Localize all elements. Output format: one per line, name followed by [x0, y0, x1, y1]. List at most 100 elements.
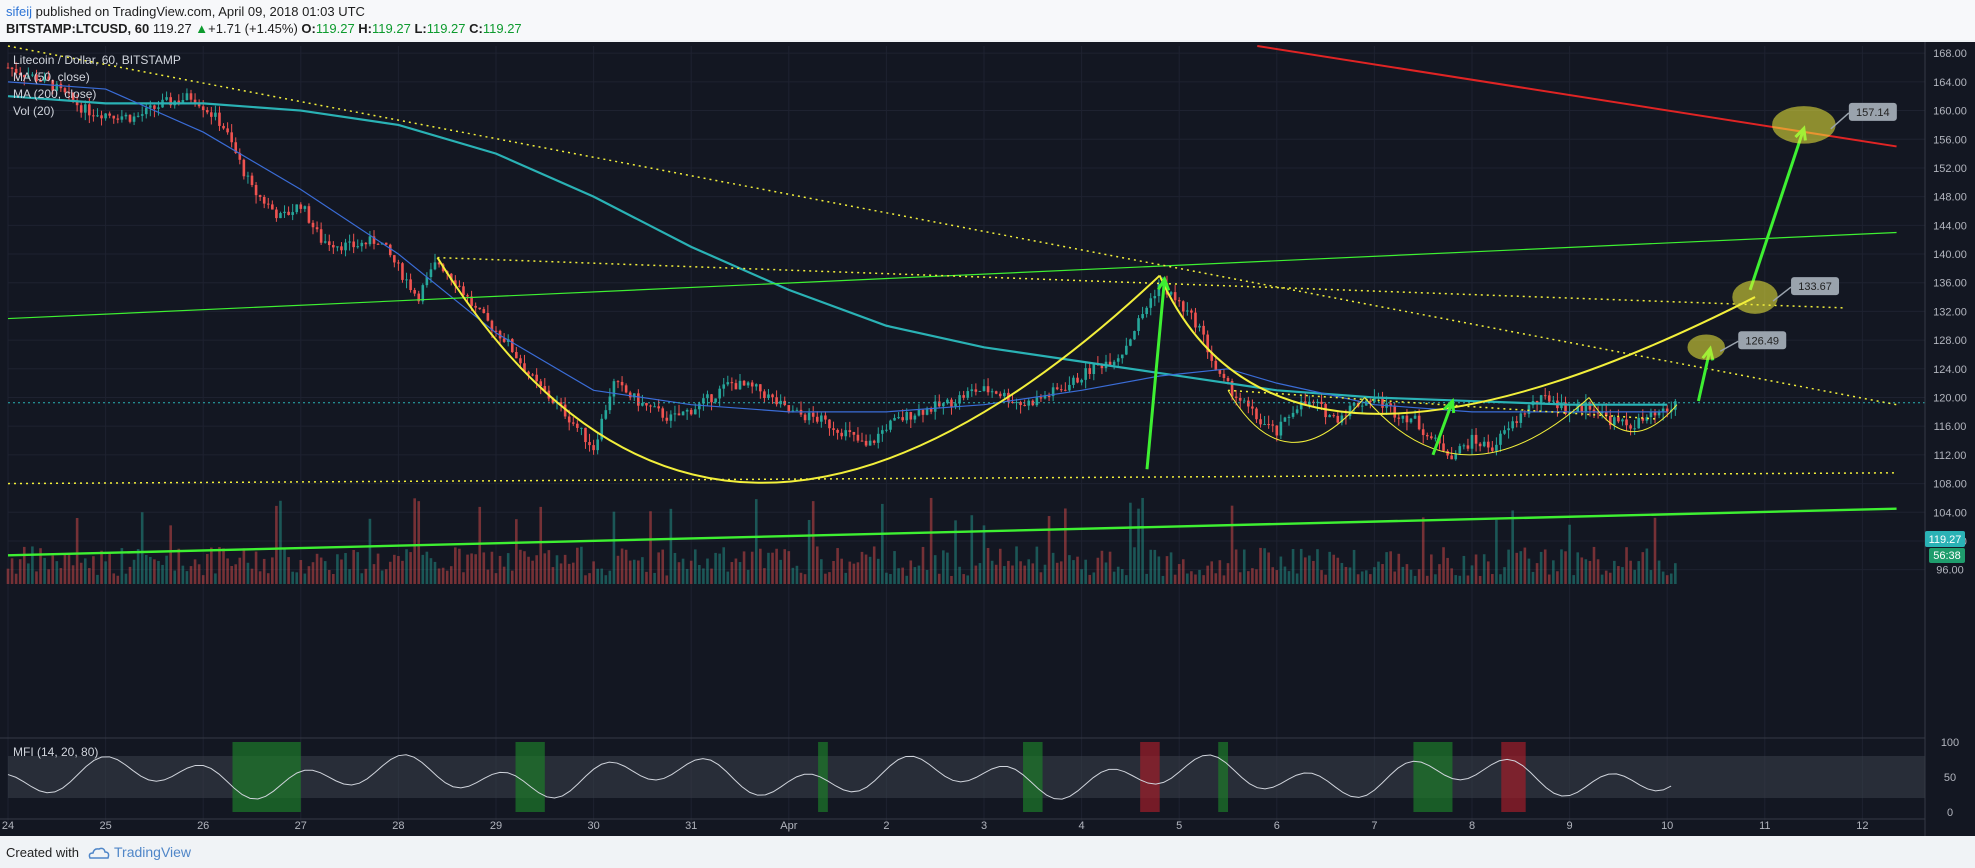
volume-bar [250, 568, 254, 584]
volume-bar [868, 556, 872, 584]
candle-body [1214, 360, 1218, 370]
volume-bar [397, 556, 400, 584]
tradingview-link[interactable]: TradingView [88, 844, 191, 860]
candle-body [1328, 415, 1331, 418]
volume-bar [519, 549, 522, 584]
candle-body [828, 419, 831, 429]
candle-body [266, 203, 270, 205]
volume-bar [994, 564, 998, 584]
candle-body [563, 404, 567, 417]
candle-body [1515, 421, 1519, 423]
candle-body [478, 307, 482, 310]
candle-body [576, 423, 579, 428]
volume-bar [1055, 562, 1059, 584]
candle-body [840, 432, 843, 437]
volume-bar [157, 560, 160, 584]
drawings: 157.14 133.67 126.49 [7, 45, 1897, 557]
candle-body [1369, 400, 1372, 403]
symbol-line: BITSTAMP:LTCUSD, 60 119.27 ▲+1.71 (+1.45… [6, 21, 522, 36]
volume-bar [205, 554, 209, 584]
cloud-icon [88, 847, 110, 860]
volume-bar [1084, 559, 1087, 584]
mfi-signal-zone [1023, 742, 1043, 812]
volume-bar [1275, 570, 1279, 584]
candle-body [226, 128, 229, 133]
candle-body [901, 417, 904, 421]
candle-body [1633, 428, 1636, 430]
candle-body [108, 113, 111, 116]
volume-bar [67, 553, 71, 584]
volume-bar [872, 546, 876, 584]
volume-bar [998, 548, 1002, 584]
volume-bar [1186, 573, 1189, 584]
candle-body [230, 132, 233, 143]
volume-bar [1466, 575, 1470, 584]
volume-bar [1177, 564, 1181, 584]
candle-body [608, 396, 612, 411]
y-tick-label: 124.00 [1933, 364, 1967, 376]
volume-bar [1015, 546, 1018, 584]
candle-body [1381, 396, 1384, 408]
candle-body [136, 115, 140, 117]
candle-body [376, 243, 380, 245]
volume-bar [494, 573, 498, 584]
volume-bar [368, 518, 372, 584]
price-chart[interactable]: 157.14 133.67 126.49 168.00 164.00 160.00 156… [0, 42, 1975, 836]
volume-bar [104, 561, 107, 584]
y-tick-label: 152.00 [1933, 163, 1967, 175]
candle-body [246, 175, 250, 177]
candle-body [258, 195, 262, 197]
small-arc-3 [1588, 397, 1678, 433]
volume-bar [478, 506, 482, 584]
candle-body [1519, 413, 1523, 423]
author-link[interactable]: sifeij [6, 4, 33, 19]
volume-bar [1617, 566, 1620, 584]
candle-body [803, 414, 807, 421]
volume-bar [917, 565, 921, 584]
volume-bar [234, 564, 238, 584]
candle-body [1080, 379, 1083, 383]
candle-body [551, 398, 555, 404]
volume-bar [767, 552, 770, 584]
x-tick-label: 31 [685, 820, 697, 832]
cup-arc-left [436, 257, 1161, 484]
candle-body [1482, 441, 1486, 447]
volume-bar [567, 563, 571, 584]
volume-bar [486, 569, 490, 584]
volume-bar [881, 503, 884, 584]
candle-body [689, 409, 693, 415]
x-tick-label: 5 [1176, 820, 1182, 832]
volume-bar [946, 552, 949, 584]
candle-body [1478, 443, 1482, 447]
volume-bar [1360, 571, 1364, 584]
candle-body [1320, 401, 1323, 405]
chart-area[interactable]: 157.14 133.67 126.49 168.00 164.00 160.00 156… [0, 42, 1975, 836]
candle-body [779, 400, 782, 405]
candle-body [848, 430, 852, 432]
candle-body [1011, 401, 1014, 403]
volume-bar [799, 572, 803, 584]
volume-bar [624, 549, 628, 584]
candle-body [1641, 417, 1645, 421]
ma50-line [7, 81, 1668, 413]
candle-body [1064, 389, 1067, 391]
candle-body [641, 403, 644, 406]
volume-bar [1031, 563, 1035, 584]
candle-body [83, 104, 87, 113]
candle-body [734, 383, 738, 390]
volume-bar [1369, 574, 1372, 584]
volume-bar [925, 569, 929, 584]
candle-body [1186, 310, 1189, 312]
volume-bar [112, 573, 116, 584]
volume-bar [490, 551, 494, 584]
candle-body [201, 106, 205, 111]
candle-body [600, 418, 604, 440]
candle-body [197, 102, 201, 107]
volume-bar [1295, 573, 1299, 584]
candle-body [332, 245, 335, 248]
volume-bar [1665, 575, 1669, 584]
volume-bar [1064, 508, 1067, 584]
volume-bar [336, 554, 339, 584]
volume-bar [1515, 552, 1519, 584]
candle-body [925, 408, 929, 415]
